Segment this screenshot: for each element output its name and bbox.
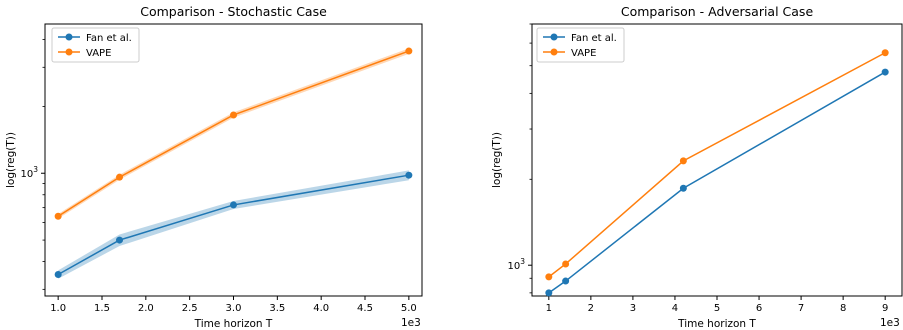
- series-fan-point: [116, 236, 124, 244]
- plot-area: [545, 49, 889, 297]
- series-vape-point: [679, 157, 687, 165]
- chart-stochastic: Comparison - Stochastic Case 1.0 1.5 2.0 2.…: [5, 4, 423, 330]
- series-vape-point: [405, 47, 413, 55]
- series-vape-point: [562, 260, 570, 268]
- legend: Fan et al. VAPE: [51, 27, 140, 63]
- series-vape-point: [881, 49, 889, 57]
- series-fan-point: [405, 171, 413, 179]
- chart-title: Comparison - Adversarial Case: [621, 4, 814, 19]
- legend-label-vape: VAPE: [86, 48, 111, 59]
- x-tick-label: 8: [840, 303, 846, 314]
- legend-marker-vape: [550, 48, 558, 56]
- x-axis: 1.0 1.5 2.0 2.5 3.0 3.5 4.0 4.5 5.0: [50, 296, 417, 314]
- series-fan-point: [881, 68, 889, 76]
- plot-area: [54, 47, 413, 279]
- x-tick-label: 1.0: [50, 303, 66, 314]
- x-tick-label: 3.5: [269, 303, 285, 314]
- series-vape-point: [230, 111, 237, 119]
- y-axis-label: log(reg(T)): [5, 132, 17, 188]
- x-tick-label: 4.5: [357, 303, 373, 314]
- series-fan-point: [230, 201, 237, 209]
- x-tick-label: 5.0: [401, 303, 417, 314]
- legend-label-vape: VAPE: [571, 48, 596, 59]
- legend: Fan et al. VAPE: [536, 27, 625, 63]
- series-vape-point: [545, 273, 553, 281]
- x-tick-label: 5: [714, 303, 720, 314]
- x-tick-label: 9: [882, 303, 888, 314]
- series-vape-point: [54, 212, 62, 220]
- y-axis-label: log(reg(T)): [491, 132, 503, 188]
- x-tick-label: 3.0: [226, 303, 242, 314]
- series-fan-line: [548, 71, 886, 294]
- x-tick-label: 6: [756, 303, 762, 314]
- plot-frame: [531, 23, 903, 297]
- y-tick-label: 103: [20, 165, 38, 180]
- series-fan-point: [545, 289, 553, 297]
- x-axis-label: Time horizon T: [677, 318, 756, 330]
- series-vape-point: [116, 173, 124, 181]
- x-tick-label: 1.5: [94, 303, 110, 314]
- x-axis-multiplier: 1e3: [401, 317, 421, 329]
- y-axis: 103: [507, 23, 532, 294]
- y-tick-label: 103: [507, 257, 525, 272]
- x-axis: 1 2 3 4 5 6 7 8 9: [546, 296, 888, 314]
- x-tick-label: 7: [798, 303, 804, 314]
- x-tick-label: 3: [630, 303, 636, 314]
- legend-marker-vape: [65, 48, 73, 56]
- legend-label-fan: Fan et al.: [571, 33, 617, 44]
- x-tick-label: 4: [672, 303, 678, 314]
- x-tick-label: 2: [588, 303, 594, 314]
- legend-label-fan: Fan et al.: [86, 33, 132, 44]
- x-axis-label: Time horizon T: [194, 318, 273, 330]
- series-vape-line: [548, 52, 886, 278]
- legend-marker-fan: [65, 33, 73, 41]
- series-vape-line: [57, 50, 410, 217]
- y-axis: 103: [20, 39, 45, 290]
- series-fan-point: [679, 184, 687, 192]
- legend-marker-fan: [550, 33, 558, 41]
- series-fan-line: [57, 174, 409, 276]
- series-vape-band: [58, 48, 409, 219]
- series-fan-band: [58, 170, 409, 279]
- series-fan-point: [54, 270, 62, 278]
- x-tick-label: 1: [546, 303, 552, 314]
- x-tick-label: 2.0: [138, 303, 154, 314]
- chart-title: Comparison - Stochastic Case: [140, 4, 327, 19]
- x-tick-label: 2.5: [182, 303, 198, 314]
- series-fan-point: [562, 277, 570, 285]
- x-tick-label: 4.0: [313, 303, 329, 314]
- x-axis-multiplier: 1e3: [880, 317, 900, 329]
